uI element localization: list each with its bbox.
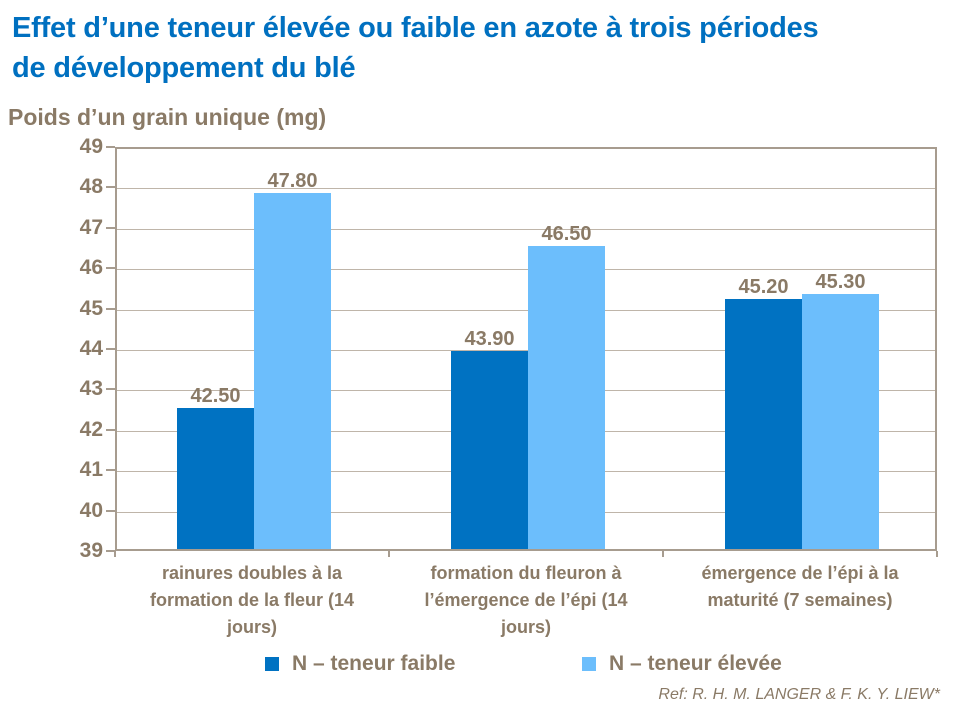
y-tick-label: 48 [79, 175, 103, 199]
x-category-label: rainures doubles à la formation de la fl… [149, 563, 355, 637]
y-tick-mark [106, 186, 115, 189]
bar-value-label: 43.90 [464, 328, 515, 351]
y-tick-label: 39 [79, 539, 103, 562]
slide-title-line: Effet d’une teneur élevée ou faible en a… [12, 12, 819, 44]
y-tick-mark [106, 428, 115, 431]
slide-title-line: de développement du blé [12, 52, 356, 84]
bar-value-label: 47.80 [267, 170, 318, 193]
bar-series2-group1 [254, 193, 331, 549]
y-tick-label: 43 [79, 377, 103, 401]
x-tick-mark [936, 551, 938, 557]
y-tick-mark [106, 348, 115, 350]
y-tick-mark [106, 550, 115, 552]
y-tick-label: 41 [79, 458, 103, 482]
y-tick-label: 49 [79, 135, 103, 158]
reference-text: Ref: R. H. M. LANGER & F. K. Y. LIEW* [658, 686, 940, 703]
plot-area: 42.50 43.90 45.20 47.80 46.50 45.30 [115, 147, 937, 551]
y-tick-label: 42 [79, 417, 103, 441]
bar-series1-group3 [725, 298, 802, 549]
gridline [117, 309, 935, 311]
y-tick-mark [106, 307, 115, 310]
bar-value-label: 46.50 [541, 223, 592, 245]
y-tick-label: 44 [79, 337, 103, 360]
y-tick-mark [106, 509, 115, 512]
gridline [117, 228, 935, 230]
x-tick-mark [388, 551, 390, 557]
bar-value-label: 45.20 [738, 275, 789, 298]
y-tick-mark [106, 388, 115, 391]
legend-swatch-icon [582, 657, 596, 671]
gridline [117, 188, 935, 190]
y-tick-mark [106, 226, 115, 229]
gridline [117, 269, 935, 271]
y-tick-mark [106, 469, 115, 472]
bar-series1-group2 [451, 351, 528, 549]
gridline [117, 350, 935, 351]
legend-entry: N – teneur élevée [582, 652, 782, 676]
y-tick-label: 40 [79, 498, 103, 522]
slide-title: Effet d’une teneur élevée ou faible en a… [12, 8, 948, 88]
bar-value-label: 42.50 [190, 384, 241, 407]
bar-series2-group2 [528, 246, 605, 549]
x-tick-mark [662, 551, 664, 557]
legend-label: N – teneur faible [292, 652, 456, 675]
legend-entry: N – teneur faible [265, 652, 455, 676]
x-category-label: formation du fleuron à l’émergence de l’… [424, 563, 628, 637]
bar-series1-group1 [177, 407, 254, 549]
y-tick-label: 46 [79, 256, 103, 280]
bar-value-label: 45.30 [815, 271, 866, 294]
y-tick-label: 45 [79, 296, 103, 320]
y-tick-mark [106, 267, 115, 270]
y-axis-title: Poids d’un grain unique (mg) [8, 104, 327, 130]
legend-swatch-icon [265, 657, 279, 671]
bar-series2-group3 [802, 294, 879, 549]
x-category-label: émergence de l’épi à la maturité (7 sema… [701, 563, 899, 610]
y-tick-mark [106, 146, 115, 148]
x-tick-mark [114, 551, 116, 557]
y-tick-label: 47 [79, 215, 103, 239]
legend-label: N – teneur élevée [609, 652, 782, 675]
